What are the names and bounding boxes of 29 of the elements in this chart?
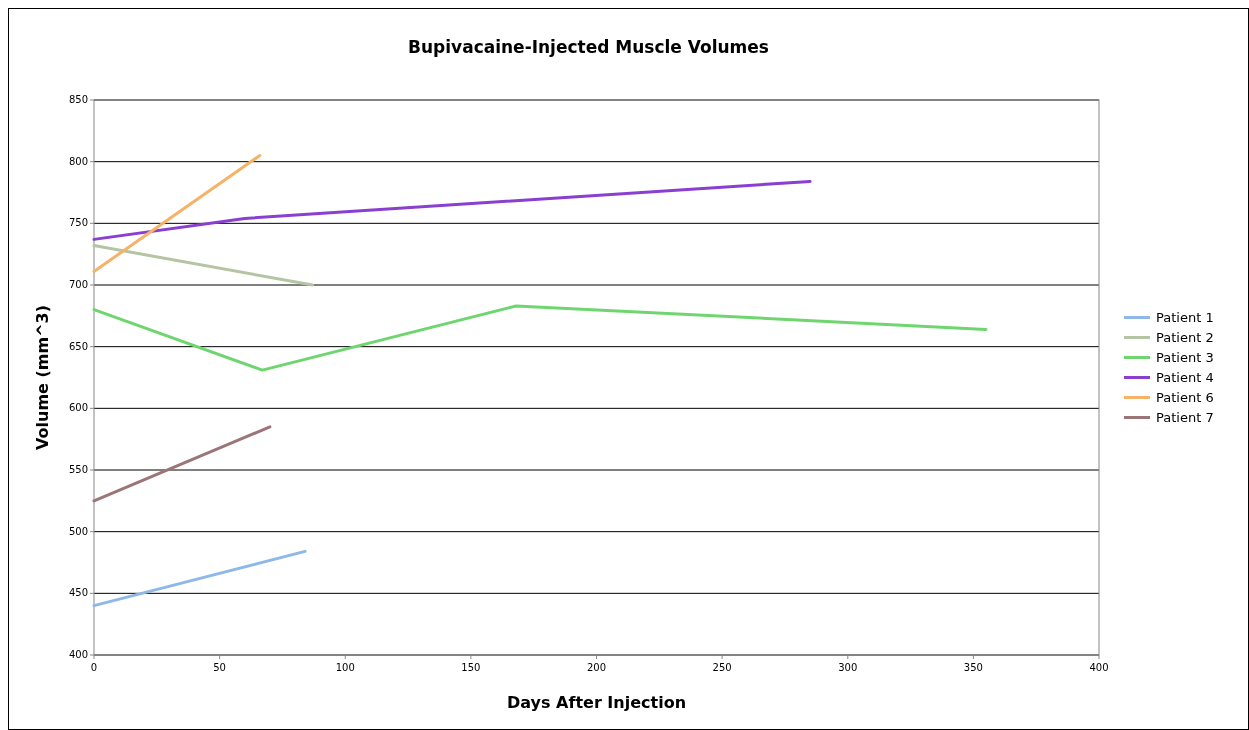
legend-label: Patient 6 [1156,389,1214,405]
x-tick-label: 0 [90,662,98,673]
y-tick-label: 750 [68,217,88,229]
x-tick-label: 400 [1089,662,1109,673]
chart-title: Bupivacaine-Injected Muscle Volumes [408,37,769,57]
legend-label: Patient 4 [1156,369,1214,385]
y-tick-label: 850 [68,94,88,105]
y-tick-label: 450 [68,587,88,599]
line-series [92,304,988,372]
x-tick-label: 50 [213,662,226,673]
legend-label: Patient 2 [1156,329,1214,345]
y-tick-label: 700 [68,279,88,290]
y-tick-label: 550 [68,464,88,475]
x-tick-label: 250 [712,662,732,673]
x-axis-title: Days After Injection [506,693,687,712]
y-tick-label: 650 [68,340,88,352]
y-tick-label: 800 [68,155,88,167]
legend-label: Patient 1 [1156,309,1214,325]
x-tick-label: 150 [461,662,481,673]
y-tick-label: 600 [68,402,88,414]
legend-label: Patient 7 [1156,409,1214,425]
y-tick-label: 500 [68,525,88,537]
x-tick-label: 200 [586,662,607,673]
y-axis-title: Volume (mm^3) [33,305,52,450]
legend-label: Patient 3 [1156,349,1214,365]
y-tick-label: 400 [68,649,88,660]
x-tick-label: 350 [963,662,983,673]
x-tick-label: 100 [335,662,355,673]
x-tick-label: 300 [838,662,858,673]
